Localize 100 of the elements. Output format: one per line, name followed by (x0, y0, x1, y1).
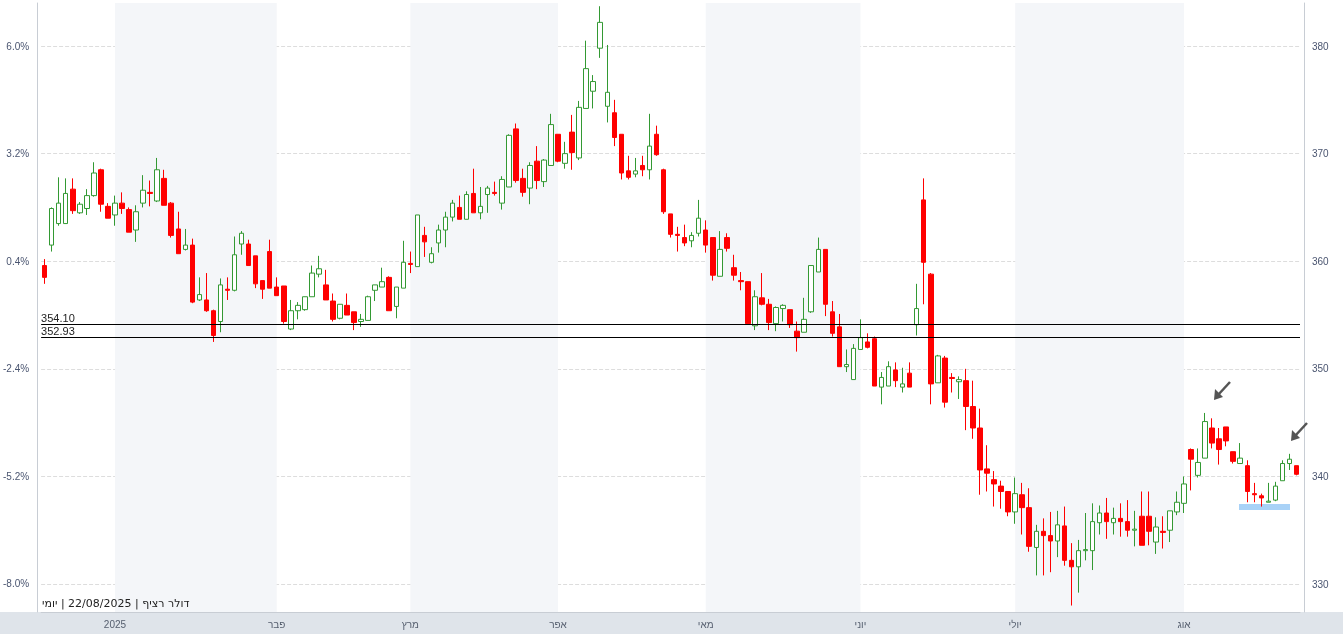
candlestick (808, 265, 814, 314)
candlestick (703, 219, 708, 254)
candlestick (1280, 459, 1285, 482)
candlestick (851, 343, 856, 381)
candlestick (464, 190, 469, 220)
candlestick (105, 202, 111, 219)
candlestick (457, 195, 462, 220)
candlestick (1097, 504, 1102, 536)
y2-tick-label: -8.0% (3, 578, 30, 590)
candlestick (176, 211, 181, 255)
candlestick (872, 336, 877, 387)
y2-tick-label: -5.2% (3, 470, 30, 482)
candlestick (619, 133, 624, 180)
y-tick-label: 350 (1312, 363, 1330, 375)
candlestick (232, 235, 237, 292)
candlestick (1048, 511, 1053, 573)
candlestick (98, 168, 104, 213)
candlestick (1069, 542, 1074, 607)
candlestick (1055, 510, 1060, 558)
x-tick-label: 2025 (103, 618, 127, 630)
candlestick (239, 230, 244, 256)
y-tick-label: 330 (1312, 578, 1330, 590)
candlestick (1202, 412, 1208, 459)
candlestick (534, 145, 540, 190)
candlestick (140, 174, 146, 208)
candlestick (119, 191, 125, 215)
candlestick (1104, 497, 1109, 540)
annotation: דולר רציף | 22/08/2025 | יומי (42, 597, 190, 610)
candlestick (921, 177, 926, 305)
candlestick (633, 157, 638, 178)
candlestick (204, 272, 209, 313)
y-tick-label: 340 (1312, 470, 1330, 482)
candlestick (654, 125, 659, 157)
candlestick (485, 185, 490, 214)
candlestick (647, 113, 652, 180)
candlestick (274, 276, 279, 297)
x-tick-label: פבר (268, 618, 286, 630)
x-tick-label: יולי (1008, 618, 1022, 630)
candlestick (1237, 442, 1243, 465)
candlestick (408, 251, 413, 274)
candlestick (70, 177, 76, 215)
candlestick (928, 272, 934, 405)
candlestick (527, 161, 533, 205)
candlestick (752, 289, 758, 331)
candlestick (886, 360, 891, 387)
candlestick (1034, 524, 1039, 576)
candlestick (1132, 510, 1137, 547)
y2-tick-label: 3.2% (6, 148, 30, 160)
candlestick (991, 470, 997, 508)
candlestick (675, 226, 680, 253)
candlestick (914, 283, 919, 336)
candlestick (935, 354, 941, 384)
candlestick (816, 237, 821, 273)
candlestick (450, 199, 455, 222)
candlestick (429, 246, 434, 264)
candlestick (612, 99, 617, 147)
y2-tick-label: 6.0% (6, 40, 30, 52)
candlestick (492, 181, 497, 197)
candlestick (49, 206, 54, 253)
candlestick (1076, 539, 1081, 594)
candlestick (1083, 512, 1088, 561)
x-tick-label: מאי (697, 618, 714, 630)
candlestick (879, 371, 884, 405)
candlestick (147, 180, 153, 207)
candlestick (63, 177, 68, 225)
candlestick (225, 276, 230, 301)
candlestick (562, 141, 568, 170)
candlestick (478, 186, 483, 220)
candlestick (415, 214, 420, 268)
candlestick (1245, 459, 1250, 503)
candlestick (956, 375, 962, 400)
candlestick (823, 248, 828, 317)
candlestick (401, 240, 406, 289)
candlestick (865, 332, 870, 349)
candlestick (837, 313, 842, 368)
candlestick (626, 155, 631, 180)
candlestick (717, 230, 723, 277)
ref-line-label: 354.10 (41, 312, 75, 325)
candlestick (246, 239, 251, 267)
y-tick-label: 380 (1312, 40, 1330, 52)
candlestick (1188, 447, 1194, 491)
candlestick (126, 206, 132, 233)
candlestick (218, 277, 223, 333)
candlestick (267, 239, 272, 289)
candlestick (1273, 481, 1278, 502)
candlestick (1125, 499, 1130, 538)
ref-line-label: 352.93 (41, 324, 75, 337)
candlestick (794, 320, 800, 353)
candlestick (211, 309, 216, 343)
candlestick (696, 199, 701, 237)
candlestick (197, 276, 202, 302)
candlestick (682, 224, 687, 247)
candlestick (1090, 502, 1095, 571)
candlestick (1266, 482, 1271, 503)
candlestick (133, 204, 139, 243)
candlestick (1259, 493, 1264, 508)
candlestick (42, 258, 47, 285)
candlestick (436, 224, 441, 254)
candlestick (386, 275, 392, 312)
candlestick (640, 155, 645, 177)
